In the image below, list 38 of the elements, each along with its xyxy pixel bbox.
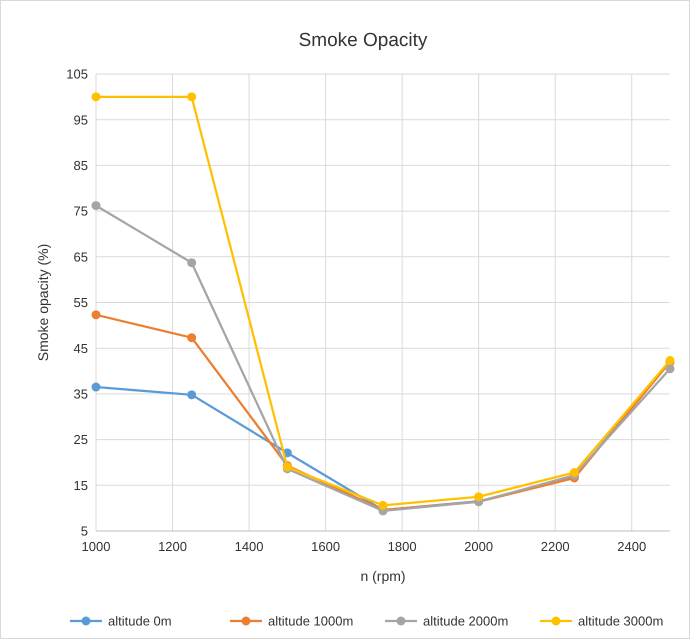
legend-label: altitude 3000m xyxy=(578,614,664,629)
y-tick-label: 105 xyxy=(66,66,88,82)
legend-label: altitude 1000m xyxy=(268,614,354,629)
x-tick-label: 1800 xyxy=(388,539,417,554)
y-tick-label: 55 xyxy=(74,295,88,310)
y-tick-label: 95 xyxy=(74,112,88,128)
x-tick-label: 2200 xyxy=(540,539,570,554)
y-tick-label: 85 xyxy=(74,158,88,173)
point xyxy=(378,500,388,510)
y-tick-label: 15 xyxy=(74,478,88,493)
y-axis-title: Smoke opacity (%) xyxy=(35,244,51,362)
point xyxy=(187,92,196,102)
point xyxy=(92,310,100,320)
point xyxy=(187,258,196,268)
y-tick-label: 35 xyxy=(74,386,88,402)
chart-title: Smoke Opacity xyxy=(298,30,428,51)
point xyxy=(474,492,484,502)
x-tick-label: 1600 xyxy=(311,539,340,554)
x-tick-label: 1400 xyxy=(234,539,264,554)
point xyxy=(187,390,196,400)
point xyxy=(666,364,674,374)
point xyxy=(92,92,100,102)
x-axis-title: n (rpm) xyxy=(360,568,406,584)
point xyxy=(92,382,100,392)
y-tick-label: 75 xyxy=(74,204,88,219)
point xyxy=(92,201,100,210)
x-tick-label: 1200 xyxy=(158,539,187,554)
x-tick-label: 1000 xyxy=(82,539,110,554)
legend-label: altitude 0m xyxy=(108,614,172,629)
y-tick-label: 45 xyxy=(74,340,88,356)
point xyxy=(187,333,196,342)
legend-label: altitude 2000m xyxy=(423,614,508,629)
x-tick-label: 2000 xyxy=(464,539,494,554)
y-tick-label: 65 xyxy=(74,249,88,264)
y-tick-label: 25 xyxy=(74,432,88,448)
x-tick-label: 2400 xyxy=(617,539,646,554)
y-tick-label: 5 xyxy=(80,524,88,539)
point xyxy=(570,468,579,478)
